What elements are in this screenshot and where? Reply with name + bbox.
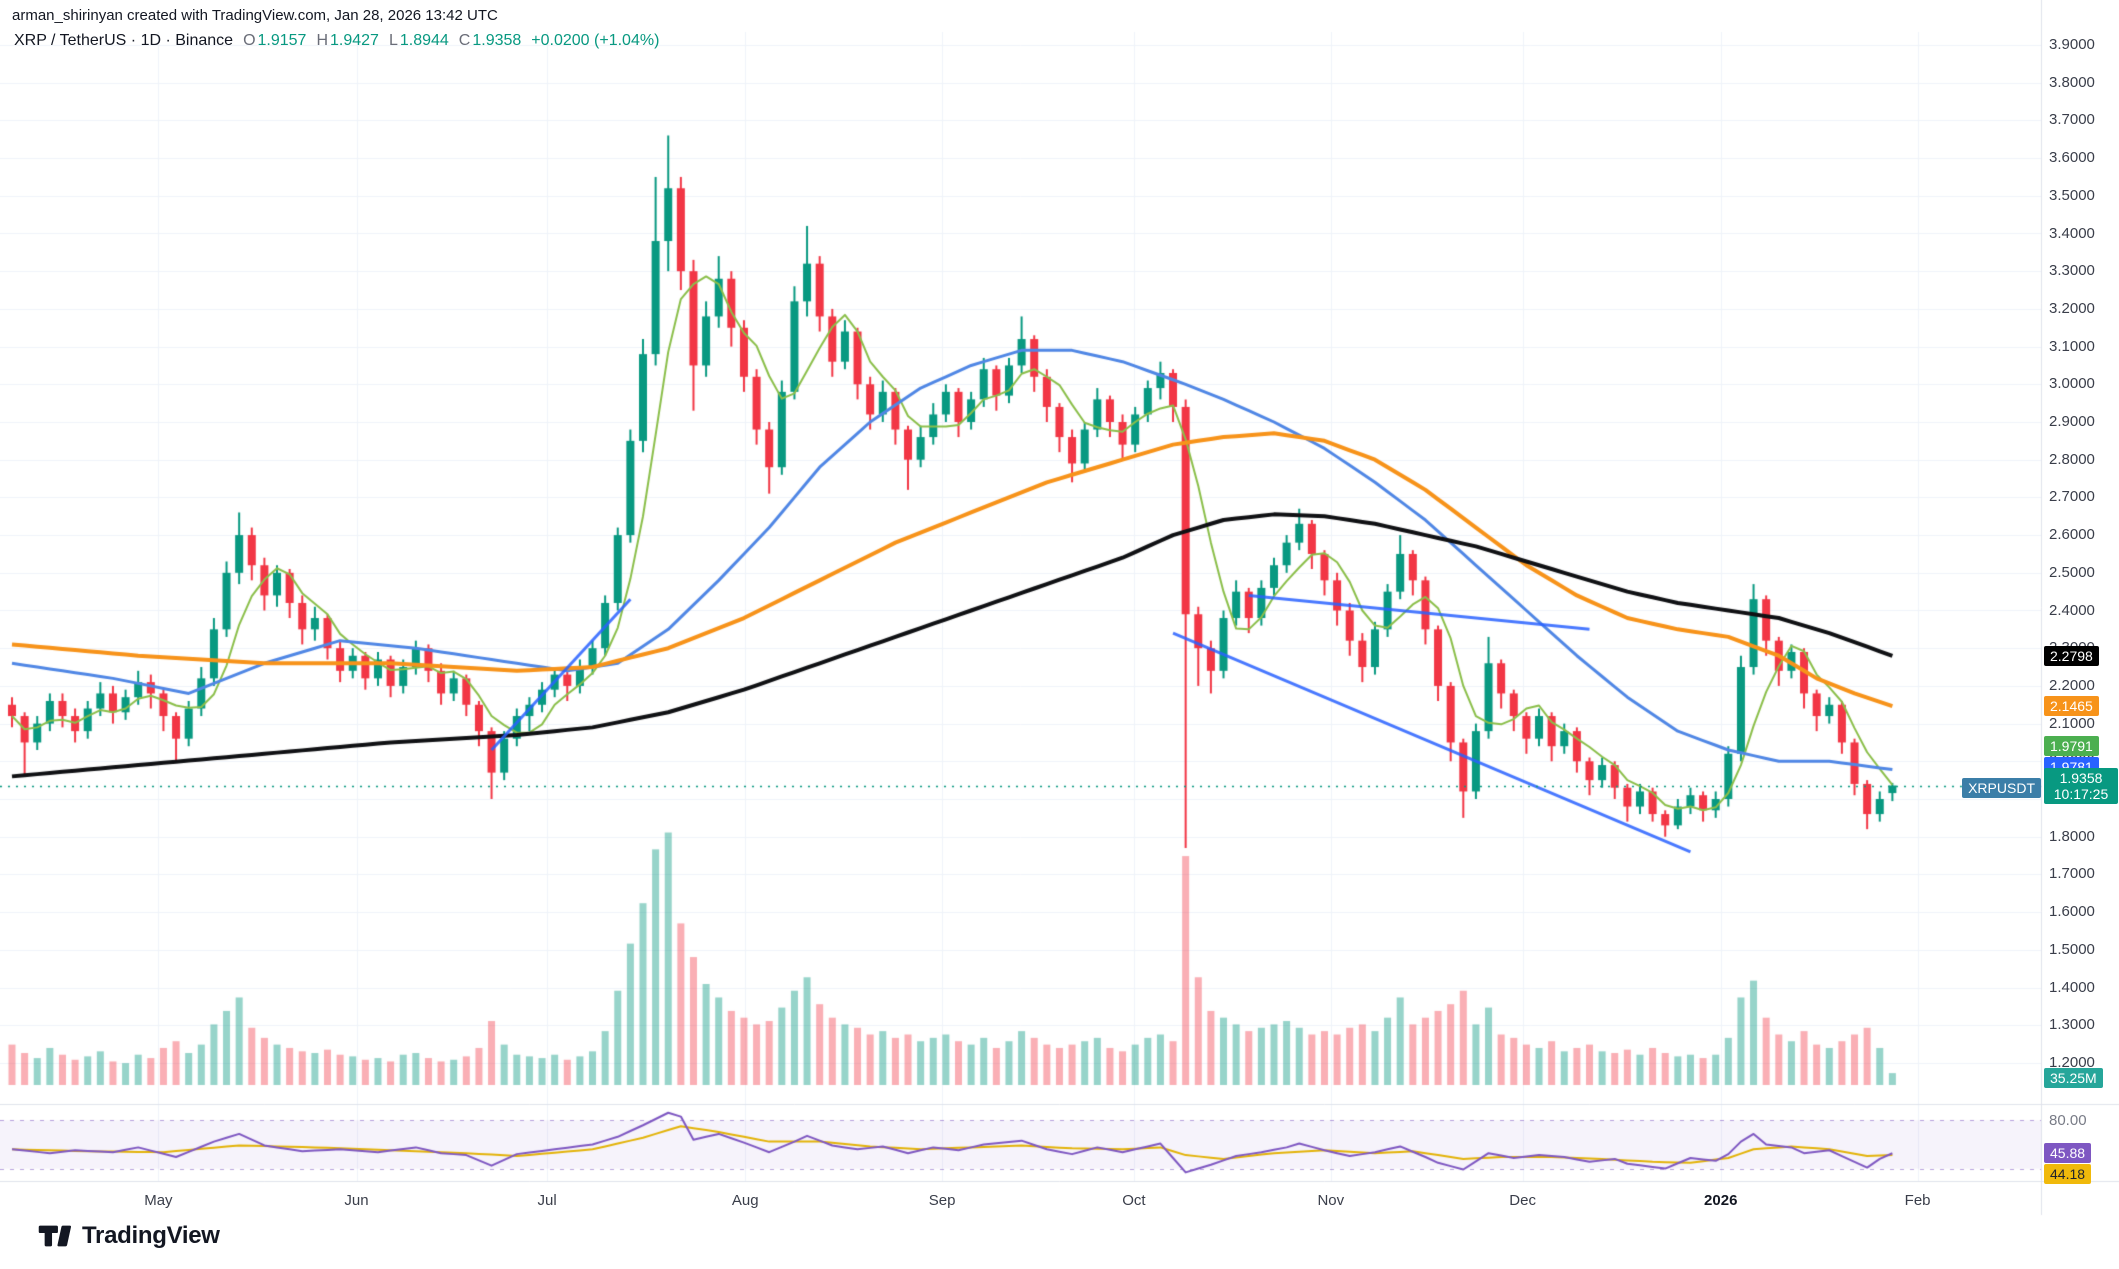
rsi-value-badge: 45.88: [2044, 1143, 2092, 1163]
price-axis-label: 3.4000: [2049, 224, 2095, 242]
time-axis-label: Aug: [731, 1192, 759, 1209]
price-axis-label: 3.3000: [2049, 262, 2095, 280]
legend-symbol-title[interactable]: XRP / TetherUS · 1D · Binance: [14, 32, 234, 49]
price-axis-label: 2.6000: [2049, 526, 2095, 544]
time-axis-label: Dec: [1509, 1192, 1536, 1209]
price-axis-label: 3.1000: [2049, 337, 2095, 355]
time-axis-label: Feb: [1904, 1192, 1931, 1209]
price-axis-label: 2.8000: [2049, 450, 2095, 468]
price-axis-label: 3.8000: [2049, 73, 2095, 91]
price-axis[interactable]: 3.9000 3.8000 3.7000 3.6000 3.5000 3.4000 3.30…: [2041, 0, 2119, 1215]
legend-open-value: 1.9157: [257, 32, 307, 49]
price-axis-label: 3.9000: [2049, 36, 2095, 53]
price-axis-label: 1.6000: [2049, 903, 2095, 921]
rsi-level-label: 80.00: [2049, 1112, 2087, 1129]
ma-short-price-badge: 1.9791: [2044, 736, 2099, 756]
price-axis-label: 1.2000: [2049, 1053, 2095, 1071]
time-axis-label: Nov: [1317, 1192, 1345, 1209]
chart-attribution: arman_shirinyan created with TradingView…: [12, 7, 498, 24]
ma-200-price-badge: 2.2798: [2044, 646, 2099, 666]
tradingview-logo-icon: [38, 1225, 72, 1247]
time-axis-label: Sep: [928, 1192, 956, 1209]
time-axis-label: May: [144, 1192, 173, 1209]
price-axis-label: 2.5000: [2049, 563, 2095, 581]
tradingview-watermark-link[interactable]: TradingView: [38, 1222, 220, 1250]
price-axis-label: 1.8000: [2049, 827, 2095, 845]
price-axis-label: 3.5000: [2049, 186, 2095, 204]
legend-high-label: H: [316, 32, 329, 49]
price-axis-label: 1.5000: [2049, 940, 2095, 958]
ma-100-price-badge: 2.1465: [2044, 696, 2099, 716]
last-price-value: 1.9358: [2059, 770, 2103, 786]
price-axis-label: 2.9000: [2049, 413, 2095, 430]
price-axis-label: 2.4000: [2049, 601, 2095, 619]
legend-change-value: +0.0200 (+1.04%): [531, 32, 660, 49]
chart-legend[interactable]: XRP / TetherUS · 1D · Binance O 1.9157 H 1.9…: [14, 32, 659, 50]
last-price-badge: 1.9358 10:17:25: [2044, 768, 2118, 804]
price-axis-label: 3.2000: [2049, 299, 2095, 317]
time-axis-label: Jun: [344, 1192, 369, 1209]
price-axis-label: 3.6000: [2049, 149, 2095, 167]
legend-close-label: C: [458, 32, 471, 49]
time-axis-label: 2026: [1704, 1192, 1738, 1209]
price-axis-label: 2.2000: [2049, 676, 2095, 694]
legend-open-label: O: [243, 32, 256, 49]
legend-close-value: 1.9358: [472, 32, 522, 49]
legend-low-label: L: [388, 32, 398, 49]
volume-value-badge: 35.25M: [2044, 1068, 2103, 1088]
price-axis-label: 3.0000: [2049, 375, 2095, 393]
price-axis-label: 1.4000: [2049, 978, 2095, 996]
legend-high-value: 1.9427: [330, 32, 379, 49]
price-axis-label: 3.7000: [2049, 111, 2095, 129]
tradingview-wordmark: TradingView: [82, 1222, 220, 1249]
symbol-name-label: XRPUSDT: [1962, 778, 2041, 798]
rsi-ma-value-badge: 44.18: [2044, 1164, 2092, 1184]
bar-countdown: 10:17:25: [2053, 786, 2109, 802]
price-axis-label: 2.7000: [2049, 488, 2095, 506]
price-axis-label: 1.3000: [2049, 1016, 2095, 1034]
price-axis-label: 2.1000: [2049, 714, 2095, 732]
price-axis-label: 1.7000: [2049, 865, 2095, 883]
legend-low-value: 1.8944: [399, 32, 449, 49]
time-axis-label: Oct: [1122, 1192, 1146, 1209]
time-axis-label: Jul: [537, 1192, 557, 1209]
